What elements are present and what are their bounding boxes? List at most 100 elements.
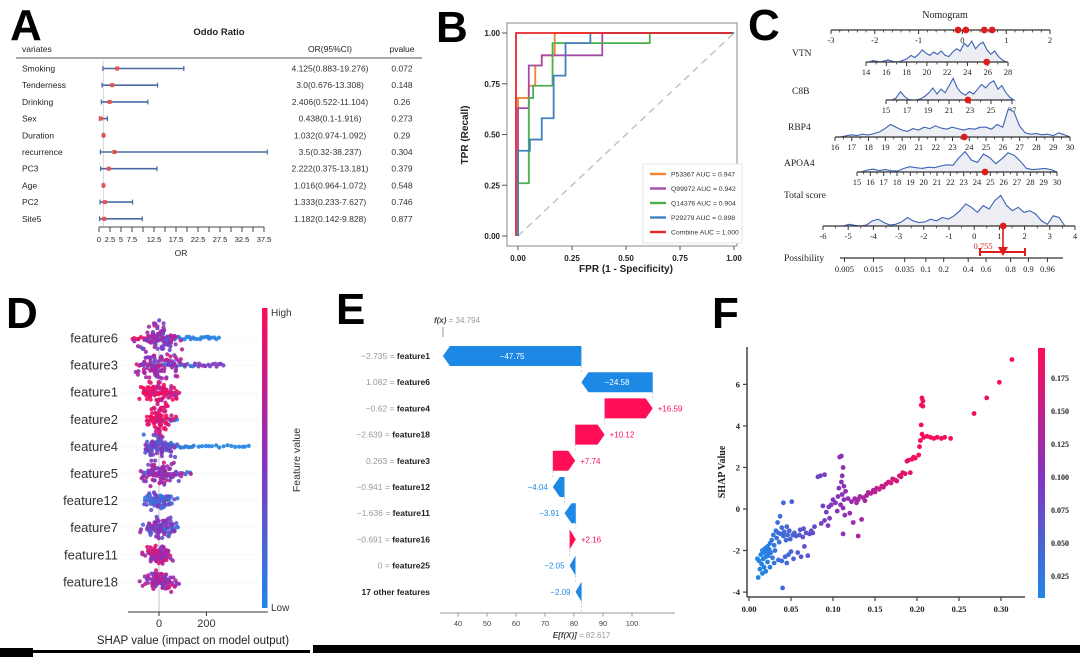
x-tick-label: 50	[483, 619, 491, 628]
tick-label: 24	[965, 142, 974, 152]
waterfall-bar	[581, 372, 653, 393]
col-variates: variates	[22, 44, 52, 54]
shap-dot	[148, 469, 154, 474]
tick-label: 2	[1022, 231, 1026, 241]
shap-dot	[168, 515, 173, 520]
scatter-point	[771, 560, 777, 566]
shap-dot	[242, 444, 247, 449]
scatter-point	[818, 473, 823, 479]
shap-dot	[175, 525, 180, 530]
shap-dot	[167, 466, 172, 471]
shap-dot	[155, 385, 160, 390]
shap-dot	[168, 354, 173, 359]
shap-dot	[178, 338, 183, 343]
shap-dot	[143, 349, 148, 354]
feature-label: feature6	[70, 331, 118, 346]
shap-dot	[221, 363, 226, 368]
shap-dot	[143, 442, 148, 447]
x-tick-label: 0.00	[510, 254, 526, 263]
shap-dot	[217, 445, 222, 450]
ci-text: 2.406(0.522-11.104)	[292, 97, 369, 107]
shap-dot	[146, 324, 151, 329]
pvalue-text: 0.877	[391, 214, 413, 224]
scatter-point	[912, 455, 918, 461]
scatter-point	[839, 453, 844, 459]
scatter-point	[828, 502, 834, 508]
panel-f-label: F	[712, 289, 739, 338]
base-label: E[f(X)] = 82.617	[553, 631, 611, 640]
or-marker	[101, 133, 106, 138]
tick-label: 18	[864, 142, 873, 152]
shap-dot	[171, 472, 177, 477]
forest-row-name: Site5	[22, 214, 42, 224]
tick-label: 18	[893, 177, 902, 187]
shap-dot	[151, 321, 157, 326]
possibility-tick-label: 0.1	[921, 264, 932, 274]
shap-dot	[159, 376, 165, 381]
shap-dot	[168, 519, 173, 524]
shap-dot	[164, 446, 170, 451]
scatter-point	[823, 509, 829, 515]
tick-label: 24	[963, 67, 972, 77]
shap-dot	[137, 579, 142, 584]
shap-dot	[162, 528, 167, 533]
tick-label: 28	[1026, 177, 1035, 187]
shap-dot	[140, 522, 146, 527]
shap-dot	[151, 432, 156, 438]
y-tick-label: 0.00	[484, 232, 500, 241]
shap-dot	[210, 444, 215, 449]
scatter-point	[802, 544, 807, 549]
tick-label: 24	[973, 177, 982, 187]
waterfall-bar	[604, 398, 653, 419]
scatter-point	[818, 521, 824, 526]
shap-dot	[164, 357, 169, 362]
shap-dot	[221, 444, 226, 449]
scatter-point	[755, 575, 761, 580]
scatter-point	[765, 559, 770, 565]
shap-dot	[173, 369, 178, 374]
shap-dot	[165, 586, 170, 591]
shap-dot	[157, 422, 162, 427]
waterfall-bar	[575, 424, 605, 445]
shap-dot	[162, 532, 167, 537]
tick-label: 19	[881, 142, 890, 152]
shap-dot	[158, 358, 163, 363]
scatter-point	[850, 520, 856, 525]
scatter-point	[786, 528, 792, 534]
tick-label: 21	[915, 142, 924, 152]
shap-dot	[147, 375, 152, 380]
shap-dot	[162, 574, 168, 579]
axis-tick-label: 0	[97, 235, 101, 244]
marker-dot	[988, 26, 996, 34]
scatter-point	[772, 548, 778, 553]
row-label: −2.639 = feature18	[356, 430, 430, 440]
marker-dot	[962, 26, 970, 34]
tick-label: 1	[997, 231, 1001, 241]
colorbar-tick-label: 0.025	[1051, 572, 1069, 581]
row-label: 0 = feature25	[378, 561, 430, 571]
marker-dot	[964, 96, 972, 104]
scatter-point	[776, 539, 782, 545]
shap-dot	[159, 413, 164, 418]
scatter-point	[843, 488, 848, 494]
shap-dot	[143, 495, 148, 500]
scatter-point	[781, 500, 786, 506]
shap-dot	[152, 359, 157, 364]
marker-dot	[960, 133, 968, 141]
colorbar-tick-label: 0.125	[1051, 440, 1069, 449]
shap-dot	[155, 326, 160, 331]
shap-dot	[145, 544, 150, 550]
tick-label: 17	[903, 105, 912, 115]
density-curve	[868, 40, 1009, 63]
shap-dot	[152, 545, 157, 551]
tick-label: -4	[870, 231, 878, 241]
shap-dot	[165, 352, 170, 357]
shap-scatter-plot: 0.00 0.05 0.10 0.15 0.20 0.25 0.30 -4 -2 0 2 4 6 SHAP…	[717, 347, 1069, 614]
scatter-point	[768, 550, 774, 555]
ci-text: 1.016(0.964-1.072)	[294, 180, 366, 190]
shap-dot	[168, 556, 173, 561]
shap-dot	[153, 473, 158, 478]
row-label: −0.62 = feature4	[366, 403, 431, 413]
ci-text: 4.125(0.883-19.276)	[291, 64, 368, 74]
shap-dot	[246, 443, 251, 448]
